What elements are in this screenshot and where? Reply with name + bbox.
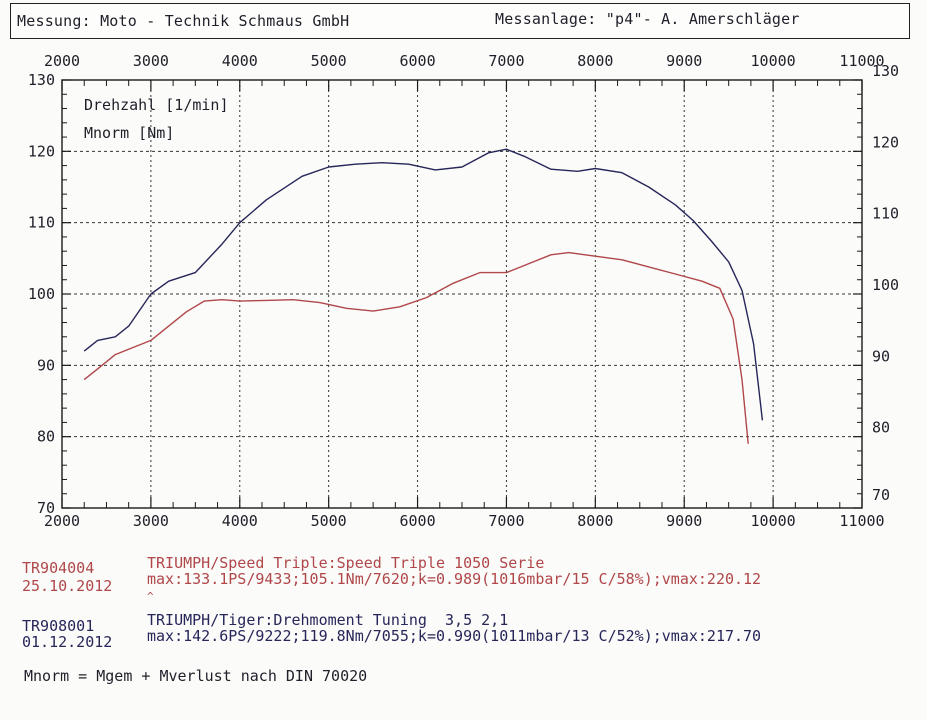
run-title-red: TRIUMPH/Speed Triple:Speed Triple 1050 S… bbox=[147, 554, 545, 572]
series-line-TR904004 bbox=[83, 251, 749, 444]
x-tick-label-bottom-9000: 9000 bbox=[666, 512, 702, 530]
run-stats-blue: max:142.6PS/9222;119.8Nm/7055;k=0.990(10… bbox=[147, 627, 762, 645]
x-tick-label-bottom-3000: 3000 bbox=[133, 512, 169, 530]
series bbox=[83, 148, 764, 444]
header-box: Messung: Moto - Technik Schmaus GmbH Mes… bbox=[10, 3, 910, 39]
series-line-TR908001 bbox=[83, 148, 764, 421]
x-tick-label-top-11000: 11000 bbox=[839, 52, 884, 70]
plot-frame bbox=[61, 79, 863, 509]
dyno-chart: 2000 2000 3000 3000 4000 4000 5000 5000 6000 6000… bbox=[28, 52, 899, 530]
x-tick-label-top-9000: 9000 bbox=[666, 52, 702, 70]
x-tick-label-bottom-5000: 5000 bbox=[311, 512, 347, 530]
y-tick-label-right-110: 110 bbox=[872, 205, 899, 223]
x-tick-label-top-7000: 7000 bbox=[488, 52, 524, 70]
y-tick-label-right-130: 130 bbox=[872, 62, 899, 80]
footnote: Mnorm = Mgem + Mverlust nach DIN 70020 bbox=[24, 667, 368, 685]
caret-mark: ^ bbox=[147, 590, 154, 603]
x-tick-label-top-6000: 6000 bbox=[399, 52, 435, 70]
x-tick-label-bottom-7000: 7000 bbox=[488, 512, 524, 530]
y-tick-label-left-130: 130 bbox=[28, 71, 55, 89]
y-tick-label-left-120: 120 bbox=[28, 142, 55, 160]
y-tick-label-left-90: 90 bbox=[37, 356, 55, 374]
axis-labels: 2000 2000 3000 3000 4000 4000 5000 5000 6000 6000… bbox=[28, 52, 899, 530]
x-tick-label-bottom-10000: 10000 bbox=[751, 512, 796, 530]
x-tick-label-bottom-11000: 11000 bbox=[839, 512, 884, 530]
legend: Drehzahl [1/min] Mnorm [Nm] bbox=[84, 96, 229, 142]
measurement-label: Messung: Moto - Technik Schmaus GmbH bbox=[17, 12, 350, 30]
test-bench-label: Messanlage: "p4"- A. Amerschläger bbox=[495, 10, 800, 28]
y-tick-label-left-100: 100 bbox=[28, 285, 55, 303]
grid-lines bbox=[62, 80, 862, 508]
legend-entry-1: Mnorm [Nm] bbox=[84, 124, 174, 142]
x-tick-label-top-8000: 8000 bbox=[577, 52, 613, 70]
x-tick-label-top-4000: 4000 bbox=[222, 52, 258, 70]
y-tick-label-right-70: 70 bbox=[872, 486, 890, 504]
y-tick-label-right-90: 90 bbox=[872, 347, 890, 365]
x-tick-label-top-5000: 5000 bbox=[311, 52, 347, 70]
x-tick-label-bottom-8000: 8000 bbox=[577, 512, 613, 530]
x-tick-label-top-10000: 10000 bbox=[751, 52, 796, 70]
y-tick-label-right-120: 120 bbox=[872, 133, 899, 151]
run-id-red: TR904004 bbox=[22, 559, 95, 577]
y-tick-label-right-100: 100 bbox=[872, 276, 899, 294]
x-tick-label-top-3000: 3000 bbox=[133, 52, 169, 70]
legend-entry-0: Drehzahl [1/min] bbox=[84, 96, 229, 114]
x-tick-label-bottom-6000: 6000 bbox=[399, 512, 435, 530]
run-stats-red: max:133.1PS/9433;105.1Nm/7620;k=0.989(10… bbox=[147, 570, 762, 588]
x-tick-label-bottom-4000: 4000 bbox=[222, 512, 258, 530]
run-date-blue: 01.12.2012 bbox=[22, 633, 113, 651]
y-tick-label-left-110: 110 bbox=[28, 214, 55, 232]
y-tick-label-left-80: 80 bbox=[37, 428, 55, 446]
run-date-red: 25.10.2012 bbox=[22, 577, 113, 595]
y-tick-label-right-80: 80 bbox=[872, 419, 890, 437]
run-title-blue: TRIUMPH/Tiger:Drehmoment Tuning 3,5 2,1 bbox=[147, 611, 509, 629]
run-id-blue: TR908001 bbox=[22, 617, 95, 635]
x-tick-label-bottom-2000: 2000 bbox=[44, 512, 80, 530]
x-tick-label-top-2000: 2000 bbox=[44, 52, 80, 70]
y-tick-label-left-70: 70 bbox=[37, 499, 55, 517]
